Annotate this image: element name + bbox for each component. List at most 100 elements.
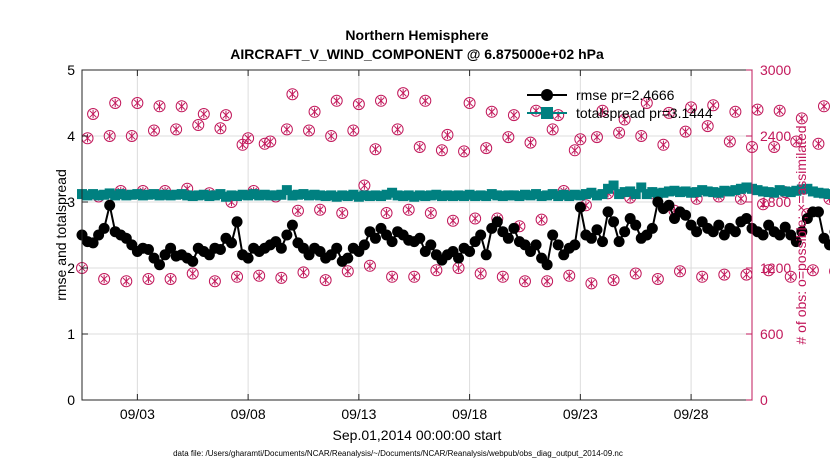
spread-point bbox=[99, 189, 110, 200]
obs-possible-marker bbox=[817, 100, 830, 113]
obs-possible-marker bbox=[474, 267, 487, 280]
obs-point bbox=[303, 124, 316, 137]
obs-point bbox=[369, 143, 382, 156]
obs-point bbox=[242, 132, 255, 145]
obs-point bbox=[308, 105, 321, 118]
obs-point bbox=[773, 104, 786, 117]
rmse-point bbox=[358, 239, 370, 251]
obs-point bbox=[751, 103, 764, 116]
obs-possible-marker bbox=[480, 142, 493, 155]
obs-point bbox=[319, 274, 332, 287]
spread-point bbox=[547, 189, 558, 200]
obs-point bbox=[347, 124, 360, 137]
spread-point bbox=[110, 190, 121, 201]
y-tick-label-left: 5 bbox=[67, 62, 75, 78]
obs-possible-marker bbox=[518, 275, 531, 288]
spread-point bbox=[132, 189, 143, 200]
obs-point bbox=[430, 264, 443, 277]
spread-point bbox=[248, 189, 259, 200]
rmse-point bbox=[691, 226, 703, 238]
obs-possible-marker bbox=[131, 97, 144, 109]
rmse-point bbox=[331, 242, 343, 254]
rmse-point bbox=[608, 216, 620, 228]
rmse-point bbox=[757, 229, 769, 241]
rmse-point bbox=[796, 226, 808, 238]
spread-point bbox=[414, 190, 425, 201]
obs-point bbox=[507, 109, 520, 122]
y-axis-label-left: rmse and totalspread bbox=[53, 169, 69, 301]
obs-possible-marker bbox=[186, 267, 199, 280]
obs-possible-marker bbox=[424, 207, 437, 219]
rmse-point bbox=[475, 229, 487, 241]
spread-point bbox=[320, 191, 331, 202]
chart-title-line1: Northern Hemisphere bbox=[345, 27, 488, 43]
legend-marker-rmse bbox=[541, 89, 553, 101]
obs-possible-marker bbox=[369, 143, 382, 156]
rmse-point bbox=[552, 239, 564, 251]
obs-point bbox=[109, 97, 122, 109]
spread-point bbox=[813, 187, 824, 198]
spread-point bbox=[121, 190, 132, 201]
spread-point bbox=[88, 189, 99, 200]
spread-point bbox=[586, 187, 597, 198]
obs-point bbox=[817, 100, 830, 113]
rmse-point bbox=[740, 213, 752, 224]
spread-point bbox=[774, 185, 785, 196]
obs-possible-marker bbox=[347, 124, 360, 137]
obs-possible-marker bbox=[662, 106, 675, 119]
spread-point bbox=[735, 183, 746, 194]
obs-possible-marker bbox=[629, 267, 642, 280]
obs-point bbox=[790, 135, 803, 148]
obs-point bbox=[435, 144, 448, 157]
spread-point bbox=[763, 187, 774, 198]
obs-point bbox=[718, 268, 731, 281]
spread-point bbox=[442, 190, 453, 201]
obs-possible-marker bbox=[402, 203, 415, 216]
obs-point bbox=[231, 270, 244, 283]
obs-possible-marker bbox=[330, 94, 343, 107]
obs-point bbox=[380, 207, 393, 219]
obs-point bbox=[518, 275, 531, 288]
obs-point bbox=[496, 270, 509, 283]
obs-point bbox=[701, 120, 714, 133]
legend-marker-spread bbox=[541, 107, 553, 119]
obs-possible-marker bbox=[795, 112, 808, 125]
rmse-point bbox=[547, 229, 559, 241]
obs-point bbox=[541, 275, 554, 288]
obs-possible-marker bbox=[297, 266, 310, 279]
spread-point bbox=[309, 189, 320, 200]
spread-point bbox=[265, 190, 276, 201]
obs-possible-marker bbox=[319, 274, 332, 287]
obs-possible-marker bbox=[170, 123, 183, 136]
spread-point bbox=[486, 189, 497, 200]
spread-point bbox=[708, 187, 719, 198]
obs-possible-marker bbox=[524, 136, 537, 149]
spread-point bbox=[636, 182, 647, 193]
legend-label-spread: totalspread pr=3.1444 bbox=[576, 105, 713, 121]
obs-point bbox=[618, 113, 631, 126]
obs-possible-marker bbox=[375, 94, 388, 107]
spread-point bbox=[420, 191, 431, 202]
obs-possible-marker bbox=[103, 130, 116, 142]
chart-title-line2: AIRCRAFT_V_WIND_COMPONENT @ 6.875000e+02… bbox=[230, 46, 604, 62]
spread-point bbox=[569, 189, 580, 200]
spread-point bbox=[126, 189, 137, 200]
spread-point bbox=[425, 190, 436, 201]
obs-point bbox=[723, 135, 736, 148]
obs-possible-marker bbox=[496, 270, 509, 283]
obs-possible-marker bbox=[718, 268, 731, 281]
spread-point bbox=[791, 185, 802, 196]
spread-point bbox=[182, 190, 193, 201]
spread-point bbox=[220, 191, 231, 202]
obs-possible-marker bbox=[563, 269, 576, 282]
obs-possible-marker bbox=[397, 87, 410, 100]
rmse-point bbox=[231, 216, 243, 228]
y-tick-label-right: 1800 bbox=[760, 194, 791, 210]
rmse-point bbox=[774, 229, 786, 241]
obs-possible-marker bbox=[806, 264, 819, 277]
obs-point bbox=[651, 273, 664, 285]
obs-point bbox=[197, 108, 210, 120]
obs-possible-marker bbox=[380, 207, 393, 219]
rmse-point bbox=[530, 239, 542, 251]
obs-possible-marker bbox=[657, 138, 670, 151]
